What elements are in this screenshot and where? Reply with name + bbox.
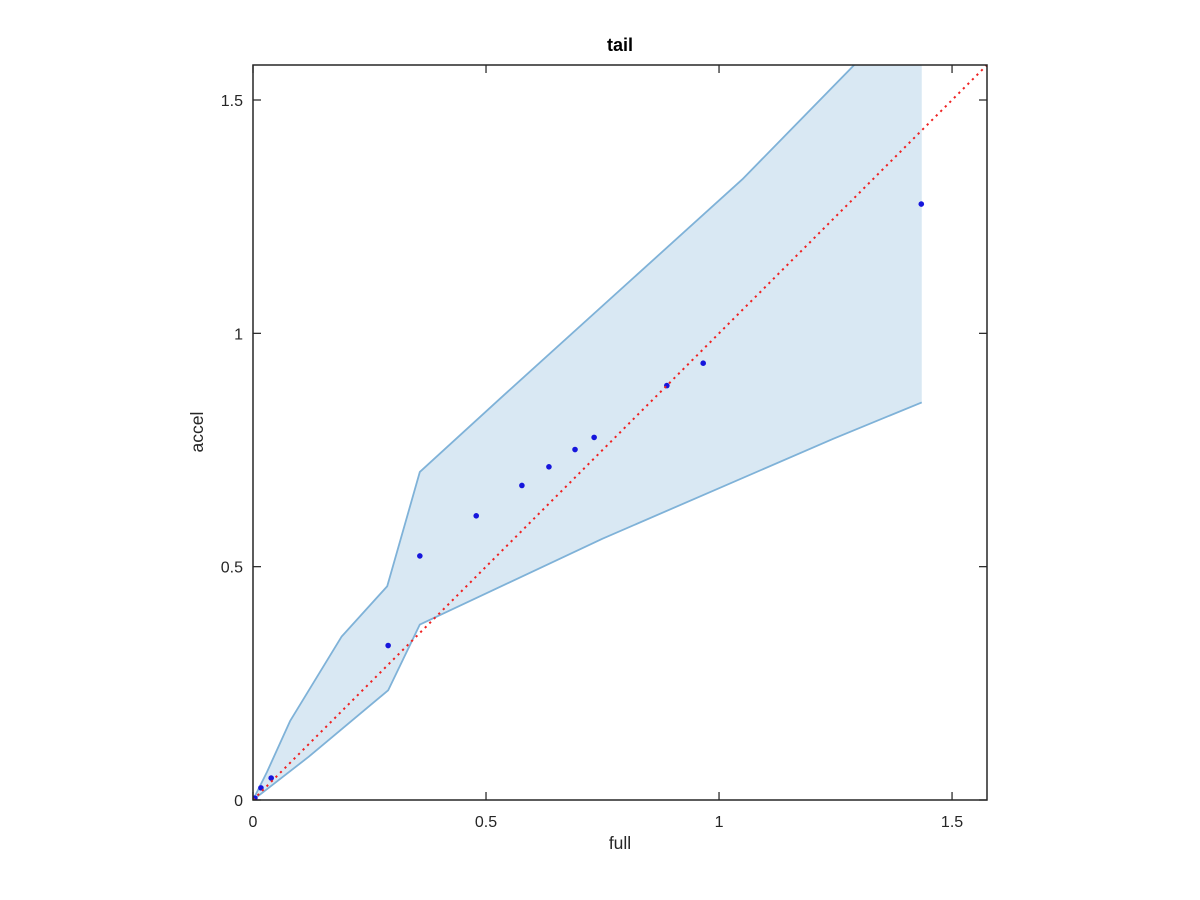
data-point [591,434,597,441]
data-point [417,553,423,559]
x-tick-label: 1.5 [941,814,963,831]
y-tick-label: 1.5 [221,93,243,110]
x-axis-label: full [609,833,631,853]
y-tick-label: 0 [234,793,243,810]
axes: 0 0.5 1 1.5 0 0.5 1 1.5 [221,64,988,831]
data-point [268,775,274,781]
y-axis-label: accel [187,412,207,453]
confidence-band [253,65,922,800]
x-tick-label: 0 [249,814,258,831]
y-tick-label: 0.5 [221,560,243,577]
y-tick-label: 1 [234,326,243,343]
data-point [918,201,925,207]
data-point [700,360,706,367]
data-point [572,446,578,453]
data-point [519,482,525,489]
confidence-band-upper-edge [253,65,855,800]
plot-area [253,65,987,800]
chart-title: tail [607,35,633,55]
identity-reference-line [253,65,987,800]
confidence-band-lower-edge [253,401,923,800]
data-point [473,513,480,519]
data-point [385,642,391,649]
plot-box [252,64,988,801]
x-tick-label: 1 [715,814,724,831]
x-tick-label: 0.5 [475,814,497,831]
data-point [546,464,552,470]
